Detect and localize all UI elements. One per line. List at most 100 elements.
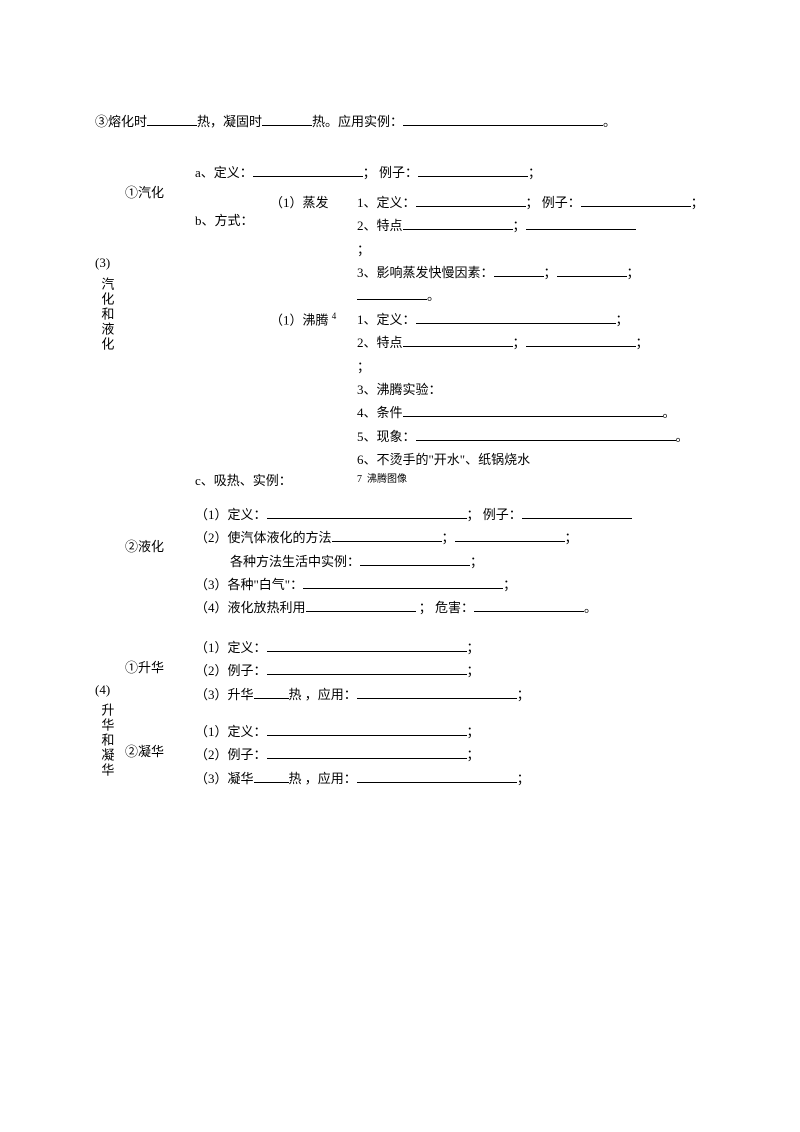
liquefaction-block: ②液化 （1）定义：； 例子： （2）使汽体液化的方法 ； ； 各种方法生活中实例：… [125,503,705,620]
text: ； [513,218,526,233]
blank [267,638,467,652]
text: ； [467,663,480,678]
yh-l2: （2）使汽体液化的方法 ； ； [195,526,705,549]
sub-label-col: ②液化 [125,503,195,558]
text: 3、影响蒸发快慢因素： [357,265,494,280]
text: 1、定义： [357,195,416,210]
blank [357,685,517,699]
section-3-vlabel: 汽化和液化 [95,277,118,352]
feiteng-l2-semi: ； [357,355,705,378]
section-3-number: (3) [95,251,125,274]
text: ； 例子： [526,195,581,210]
text: ； 例子： [467,507,522,522]
blank [360,552,470,566]
section-3: (3) 汽化和液化 ①汽化 a、定义：； 例子：； b、方式： [95,161,705,619]
feiteng-l6: 6、不烫手的"开水"、纸锅烧水 [357,448,705,471]
qh-b-block: b、方式： （1）蒸发 1、定义：； 例子：； [195,191,705,490]
text: ； [636,335,649,350]
text: 2、特点 [357,335,403,350]
blank [262,112,312,126]
feiteng-block: （1）沸腾 4 1、定义：； 2、特点 ； ； [270,308,705,490]
text: 。 [427,288,440,303]
feiteng-l5: 5、现象：。 [357,425,705,448]
b-method-label: b、方式： [195,209,270,232]
text: （3）各种"白气"： [195,577,303,592]
blank [557,263,627,277]
blank [455,528,565,542]
text: ； [467,747,480,762]
text: ； [467,640,480,655]
blank [357,286,427,300]
text: （1）定义： [195,640,267,655]
text: （1）定义： [195,724,267,739]
blank [416,193,526,207]
blank [306,598,416,612]
deposition-block: ②凝华 （1）定义： ； （2）例子： ； （3）凝华 热 ，应用： ； [125,720,705,790]
text: 2、特点 [357,218,403,233]
sub-label-col: ①汽化 [125,161,195,204]
text: ； [616,312,629,327]
blank [254,769,289,783]
blank [254,685,289,699]
sh-l1: （1）定义： ； [195,636,705,659]
text: ； [442,530,455,545]
feiteng-l7: 7 沸腾图像 [357,471,705,489]
sup: 4 [332,311,337,321]
section-4: (4) 升华和凝华 ①升华 （1）定义：； （2）例子：； （3）升华热 ，应用… [95,636,705,790]
sub-label-nh: ②凝华 [125,740,195,763]
feiteng-l1: 1、定义：； [357,308,705,331]
zhengfa-block: （1）蒸发 1、定义：； 例子：； 2、特点； ； [270,191,705,308]
blank [526,333,636,347]
blank [522,505,632,519]
text: ； 例子： [363,165,418,180]
text: （2）使汽体液化的方法 [195,530,332,545]
text: ； [565,530,578,545]
text: ； [470,554,483,569]
text: 。 [603,114,616,129]
text: 。 [584,600,597,615]
text: ； [691,195,704,210]
sub-label-col: ②凝华 [125,720,195,763]
text: ； [544,265,557,280]
zhengfa-title: （1）蒸发 [270,191,355,214]
melting-solidification-line: ③熔化时热，凝固时热。应用实例：。 [95,110,705,133]
blank [416,310,616,324]
sub-label-yh: ②液化 [125,535,195,558]
feiteng-l4: 4、条件。 [357,401,705,424]
nh-l2: （2）例子： ； [195,743,705,766]
text: （3）升华 [195,687,254,702]
blank [267,722,467,736]
sub-label-col: ①升华 [125,636,195,679]
text: 。 [676,429,689,444]
section-4-vlabel: 升华和凝华 [95,703,118,778]
text: 热 ，应用： [289,771,357,786]
text: （4）液化放热利用 [195,600,306,615]
text: ； [517,771,530,786]
zhengfa-l1: 1、定义： ； 例子： ； [357,191,705,214]
text: ； [513,335,526,350]
text: 热，凝固时 [197,114,262,129]
yh-l3: （3）各种"白气"：； [195,573,705,596]
yh-l2b: 各种方法生活中实例： ； [195,550,705,573]
feiteng-title-col: （1）沸腾 4 [270,308,355,332]
text: a、定义： [195,165,253,180]
section-4-number: (4) [95,678,125,701]
text: ； [467,724,480,739]
text: ③熔化时 [95,114,147,129]
yh-l1: （1）定义：； 例子： [195,503,705,526]
sh-l2: （2）例子： ； [195,659,705,682]
blank [267,661,467,675]
text: 各种方法生活中实例： [230,554,360,569]
text: （3）凝华 [195,771,254,786]
section-4-left: (4) 升华和凝华 [95,636,125,778]
blank [332,528,442,542]
text: 热 ，应用： [289,687,357,702]
sh-l3: （3）升华热 ，应用：； [195,683,705,706]
text: （2）例子： [195,747,267,762]
text: ； [528,165,541,180]
vaporization-block: ①汽化 a、定义：； 例子：； b、方式： [125,161,705,492]
zhengfa-title-col: （1）蒸发 [270,191,355,214]
blank [403,112,603,126]
text: （2）例子： [195,663,267,678]
blank [147,112,197,126]
